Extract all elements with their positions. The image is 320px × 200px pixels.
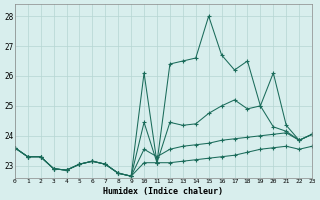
X-axis label: Humidex (Indice chaleur): Humidex (Indice chaleur) [103,187,223,196]
